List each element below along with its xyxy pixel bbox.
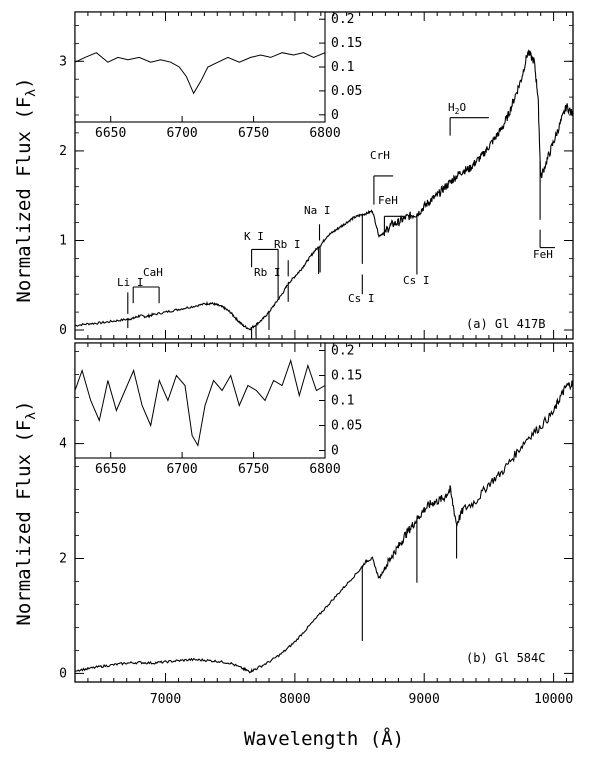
panel-b-inset-y-tick-label: 0.1	[331, 394, 354, 409]
panel-a-inset-x-tick-label: 6800	[309, 126, 340, 141]
inset-a-frame	[74, 11, 326, 123]
x-tick-label: 9000	[409, 692, 440, 707]
panel-b-inset-x-tick-label: 6700	[166, 462, 197, 477]
inset-b-frame	[74, 342, 326, 459]
panel-b-y-tick-label: 0	[59, 666, 67, 681]
label-feh-8700: FeH	[378, 194, 398, 207]
chart-marks: 0 1 2 3 6650 6700 6750 6800 0 0.05 0.1 0.15 0.2 0 2 4 66…	[59, 12, 574, 707]
panel-a-spectrum-line	[74, 49, 574, 331]
panel-b-inset-x-tick-label: 6800	[309, 462, 340, 477]
panel-a-inset-x-tick-label: 6650	[95, 126, 126, 141]
x-tick-label: 8000	[279, 692, 310, 707]
panel-b-y-tick-label: 2	[59, 552, 67, 567]
label-cs-i-8521: Cs I	[348, 292, 375, 305]
panel-b-inset-y-tick-label: 0	[331, 444, 339, 459]
panel-a-y-tick-label: 0	[59, 323, 67, 338]
panel-b-inset-y-tick-label: 0.2	[331, 344, 354, 359]
panel-a-inset-y-tick-label: 0.2	[331, 12, 354, 27]
label-h2o: H2O	[448, 101, 466, 116]
panel-a-inset-y-tick-label: 0	[331, 108, 339, 123]
panel-a-y-tick-label: 1	[59, 234, 67, 249]
panel-b-spectrum-line	[74, 380, 574, 674]
label-cah: CaH	[143, 266, 163, 279]
panel-b-inset-y-tick-label: 0.15	[331, 369, 362, 384]
panel-a-y-tick-label: 2	[59, 144, 67, 159]
panel-a-y-tick-label: 3	[59, 54, 67, 69]
panel-b-inset-spectrum-line	[74, 358, 326, 447]
label-feh-9896: FeH	[533, 248, 553, 261]
panel-b-inset-y-tick-label: 0.05	[331, 419, 362, 434]
x-axis-label: Wavelength (Å)	[244, 727, 404, 750]
x-tick-label: 7000	[150, 692, 181, 707]
panel-b-inset-x-tick-label: 6750	[238, 462, 269, 477]
panel-a-inset-x-tick-label: 6700	[166, 126, 197, 141]
label-cs-i-8943: Cs I	[403, 274, 430, 287]
panel-a-inset-y-tick-label: 0.1	[331, 60, 354, 75]
panel-a-y-axis-label: Normalized Flux (Fλ)	[13, 77, 39, 302]
panel-b-y-tick-label: 4	[59, 437, 67, 452]
label-na-i: Na I	[304, 204, 331, 217]
panel-b-label: (b) Gl 584C	[466, 651, 545, 665]
panel-a-inset-spectrum-line	[74, 52, 326, 95]
label-crh: CrH	[370, 149, 390, 162]
label-k-i: K I	[244, 230, 264, 243]
panel-a-inset-y-tick-label: 0.15	[331, 36, 362, 51]
panel-a-inset-y-tick-label: 0.05	[331, 84, 362, 99]
label-rb-i-7948: Rb I	[274, 238, 301, 251]
x-tick-label: 10000	[534, 692, 573, 707]
label-rb-i-7800: Rb I	[254, 266, 281, 279]
panel-b-y-axis-label: Normalized Flux (Fλ)	[13, 400, 39, 625]
panel-a-inset-x-tick-label: 6750	[238, 126, 269, 141]
panel-b-inset-x-tick-label: 6650	[95, 462, 126, 477]
panel-a-label: (a) Gl 417B	[466, 317, 545, 331]
label-li-i: Li I	[117, 276, 144, 289]
